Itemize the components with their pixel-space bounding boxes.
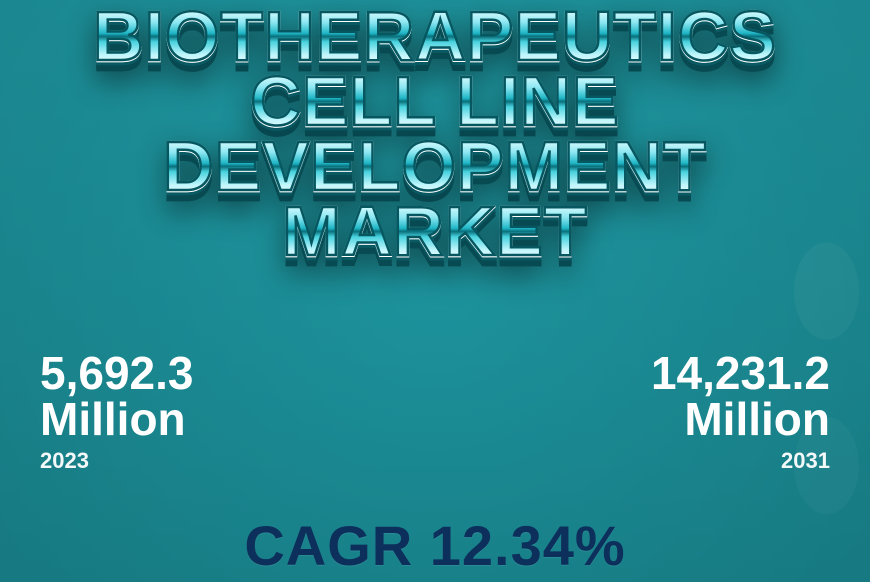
title-line-3: DEVELOPMENT bbox=[0, 134, 870, 199]
stat-right: 14,231.2 Million 2031 bbox=[651, 350, 830, 474]
stat-right-unit: Million bbox=[684, 396, 830, 442]
title-line-4: MARKET bbox=[0, 199, 870, 264]
stat-left-unit: Million bbox=[40, 396, 193, 442]
title-line-2: CELL LINE bbox=[0, 69, 870, 134]
stats-row: 5,692.3 Million 2023 14,231.2 Million 20… bbox=[40, 350, 830, 474]
cagr-label: CAGR 12.34% bbox=[0, 513, 870, 578]
stat-right-value: 14,231.2 bbox=[651, 350, 830, 396]
stat-left-value: 5,692.3 bbox=[40, 350, 193, 396]
headline-title: BIOTHERAPEUTICS CELL LINE DEVELOPMENT MA… bbox=[0, 4, 870, 264]
stat-left: 5,692.3 Million 2023 bbox=[40, 350, 193, 474]
title-line-1: BIOTHERAPEUTICS bbox=[0, 4, 870, 69]
stat-right-year: 2031 bbox=[781, 448, 830, 474]
stat-left-year: 2023 bbox=[40, 448, 193, 474]
